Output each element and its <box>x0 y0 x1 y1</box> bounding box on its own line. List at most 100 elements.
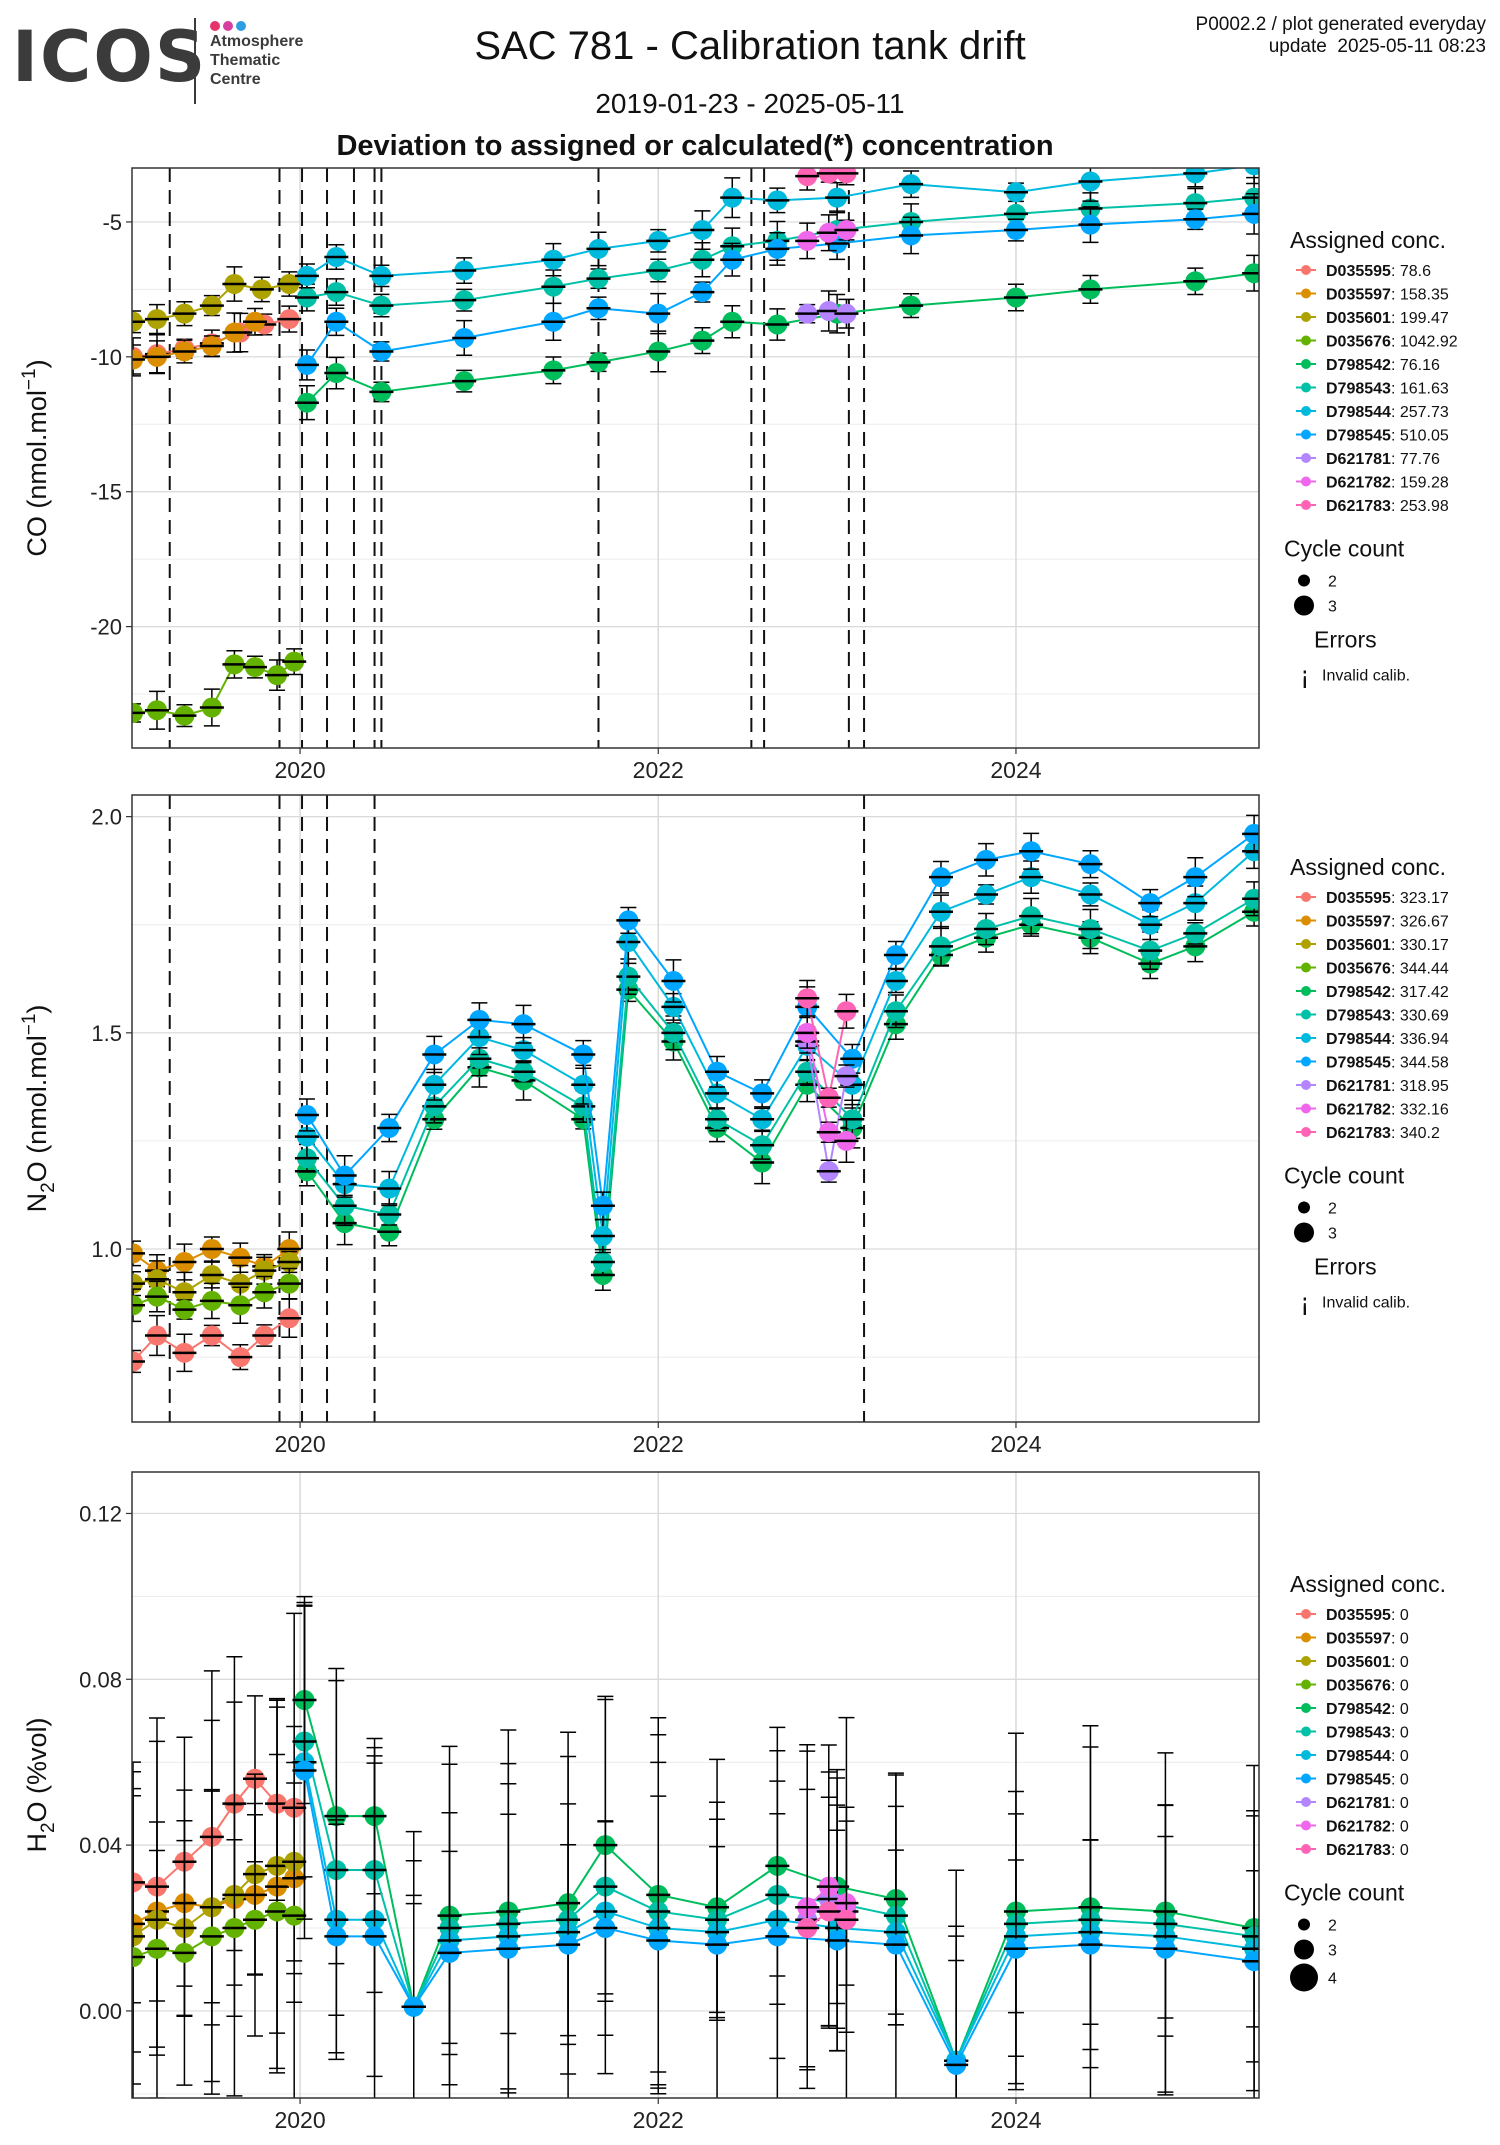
cycle-key-label: 2 <box>1328 1918 1337 1935</box>
series-line-D798544 <box>303 1762 1255 2064</box>
cycle-key-dot <box>1294 1939 1314 1960</box>
legend-item-D035676: D035676: 344.44 <box>1326 961 1449 978</box>
logo-dot <box>210 21 220 31</box>
logo-wordmark: ICOS <box>12 16 208 98</box>
legend-key-dot <box>1301 312 1311 322</box>
series-line-D798545 <box>306 212 1255 366</box>
logo-dot <box>223 21 233 31</box>
legend-item-D621783: D621783: 253.98 <box>1326 498 1449 515</box>
y-tick-label: 0.08 <box>79 1667 122 1692</box>
legend-item-D035601: D035601: 199.47 <box>1326 310 1449 327</box>
cycle-key-dot <box>1298 1918 1310 1931</box>
series-line-D798544 <box>306 850 1255 1237</box>
x-tick-label: 2020 <box>274 1431 325 1457</box>
legend-key-dot <box>1301 1009 1311 1020</box>
legend-item-D798542: D798542: 0 <box>1326 1701 1409 1718</box>
update-line: update 2025-05-11 08:23 <box>1268 36 1486 57</box>
y-tick-label: 1.0 <box>91 1237 122 1262</box>
chart-panel-h2o: 0.12 0.08 0.04 0.00 2020 2022 2024 H2O (%vol) As… <box>22 1471 1446 2133</box>
legend-key-dot <box>1301 429 1311 440</box>
legend-key-dot <box>1301 1844 1311 1854</box>
legend-key-dot <box>1301 915 1311 926</box>
y-tick-label: -15 <box>90 480 122 505</box>
legend-key-dot <box>1301 1820 1311 1831</box>
legend-item-D621783: D621783: 340.2 <box>1326 1125 1440 1142</box>
cycle-key-dot <box>1290 1963 1318 1992</box>
legend-item-D621781: D621781: 0 <box>1326 1795 1409 1812</box>
cycle-legend-title: Cycle count <box>1284 1163 1405 1189</box>
invalid-calib-icon: ¡ <box>1300 1289 1310 1317</box>
page-title: SAC 781 - Calibration tank drift <box>474 24 1026 68</box>
series-line-D798544 <box>306 168 1242 277</box>
x-tick-label: 2022 <box>633 757 684 783</box>
data-point-D798544 <box>1244 168 1259 176</box>
generation-info: P0002.2 / plot generated everyday update… <box>1196 14 1486 58</box>
data-layer <box>132 1595 1259 2098</box>
cycle-key-label: 3 <box>1328 599 1337 616</box>
logo-subtitle: Atmosphere Thematic Centre <box>210 33 304 88</box>
legend-key-dot <box>1301 1797 1311 1807</box>
y-tick-label: 1.5 <box>91 1021 122 1046</box>
y-axis-title: CO (nmol.mol−1) <box>19 359 52 556</box>
cycle-key-label: 2 <box>1328 574 1337 591</box>
invalid-calib-icon: ¡ <box>1300 662 1310 690</box>
legend-item-D035595: D035595: 78.6 <box>1326 263 1431 280</box>
series-line-D798542 <box>303 1699 1255 2064</box>
legend-item-D035676: D035676: 0 <box>1326 1678 1409 1695</box>
cycle-key-dot <box>1298 574 1310 587</box>
series-line-D798543 <box>303 1741 1255 2064</box>
date-range: 2019-01-23 - 2025-05-11 <box>595 88 905 119</box>
y-axis-title: H2O (%vol) <box>22 1717 59 1852</box>
data-layer <box>132 795 1259 1422</box>
x-tick-label: 2022 <box>633 1431 684 1457</box>
legend-item-D621781: D621781: 318.95 <box>1326 1078 1449 1095</box>
x-tick-label: 2022 <box>633 2107 684 2133</box>
legend-item-D621783: D621783: 0 <box>1326 1842 1409 1859</box>
legend-key-dot <box>1301 265 1311 275</box>
errors-legend-title: Errors <box>1314 1254 1377 1280</box>
series-line-D798543 <box>306 196 1255 307</box>
y-axis-title: N2O (nmol.mol−1) <box>19 1005 59 1213</box>
legend-key-dot <box>1301 1103 1311 1114</box>
logo-divider <box>194 18 196 104</box>
legend-item-D035676: D035676: 1042.92 <box>1326 334 1458 351</box>
legend-key-dot <box>1301 1773 1311 1784</box>
legend-key-dot <box>1301 1679 1311 1690</box>
cycle-key-label: 4 <box>1328 1971 1337 1988</box>
legend-item-D798542: D798542: 317.42 <box>1326 984 1449 1001</box>
legend-key-dot <box>1301 1609 1311 1619</box>
legend-item-D621782: D621782: 159.28 <box>1326 475 1449 492</box>
y-tick-label: -20 <box>90 615 122 640</box>
legend-key-dot <box>1301 962 1311 973</box>
legend-key-dot <box>1301 453 1311 463</box>
x-tick-label: 2020 <box>274 2107 325 2133</box>
data-layer <box>132 168 1259 748</box>
cycle-legend-title: Cycle count <box>1284 1880 1405 1906</box>
legend-key-dot <box>1301 406 1311 416</box>
legend-item-D621782: D621782: 0 <box>1326 1819 1409 1836</box>
cycle-key-label: 3 <box>1328 1226 1337 1243</box>
legend-item-D621781: D621781: 77.76 <box>1326 451 1440 468</box>
legend-item-D035601: D035601: 330.17 <box>1326 937 1449 954</box>
plot-border <box>131 167 1260 749</box>
cycle-key-dot <box>1298 1201 1310 1214</box>
legend-item-D798544: D798544: 0 <box>1326 1748 1409 1765</box>
legend-key-dot <box>1301 335 1311 346</box>
legend-key-dot <box>1301 359 1311 369</box>
legend-item-D798543: D798543: 330.69 <box>1326 1008 1449 1025</box>
legend-key-dot <box>1301 1726 1311 1737</box>
x-tick-label: 2020 <box>274 757 325 783</box>
legend-key-dot <box>1301 986 1311 996</box>
legend-item-D798544: D798544: 257.73 <box>1326 404 1449 421</box>
legend-key-dot <box>1301 288 1311 299</box>
legend-key-dot <box>1301 1056 1311 1067</box>
errors-legend-item: Invalid calib. <box>1322 1295 1410 1312</box>
y-tick-label: -5 <box>102 210 122 235</box>
y-tick-label: 0.04 <box>79 1833 122 1858</box>
legend-item-D798545: D798545: 510.05 <box>1326 428 1449 445</box>
legend-item-D035601: D035601: 0 <box>1326 1654 1409 1671</box>
generated-line: P0002.2 / plot generated everyday <box>1195 14 1486 35</box>
legend-key-dot <box>1301 1703 1311 1713</box>
plot-border <box>131 1471 1260 2099</box>
y-tick-label: 0.00 <box>79 1999 122 2024</box>
